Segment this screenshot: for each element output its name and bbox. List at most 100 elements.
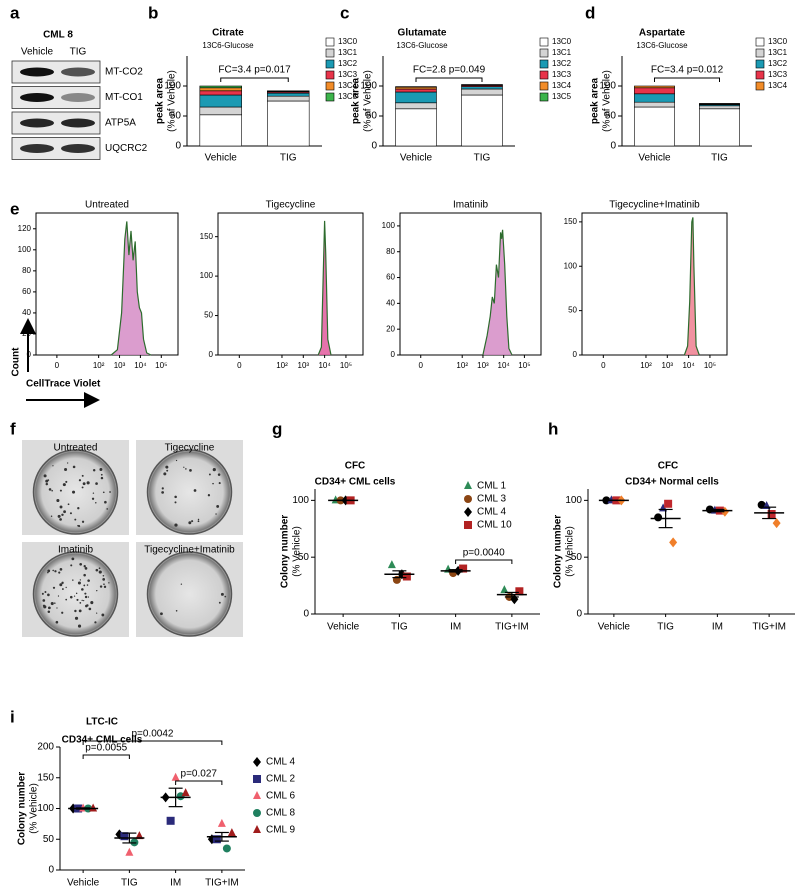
annotation: FC=3.4 p=0.012: [651, 65, 724, 76]
colony: [48, 606, 51, 610]
colony: [217, 473, 221, 476]
blot-band: [61, 67, 95, 77]
colony: [81, 520, 85, 523]
y-axis-label: Count: [11, 347, 22, 377]
bracket: [415, 77, 483, 82]
y-tick-label: 0: [391, 350, 396, 359]
colony: [43, 474, 47, 478]
blot-band: [20, 93, 54, 102]
legend-label: CML 10: [477, 520, 512, 531]
colony: [54, 602, 56, 604]
colony: [44, 590, 47, 593]
y-tick-label: 50: [366, 111, 378, 122]
colony: [101, 613, 105, 617]
photo-label: Imatinib: [58, 545, 93, 556]
x-tick-label: 10⁵: [340, 361, 352, 370]
x-tick-label: 10²: [93, 361, 105, 370]
x-tick-label: TIG: [121, 878, 138, 889]
bar-segment: [199, 87, 242, 92]
marker: [464, 481, 472, 489]
colony: [47, 569, 51, 573]
chart-subtitle: 13C6-Glucose: [202, 41, 254, 50]
y-tick-label: 50: [170, 111, 182, 122]
histogram-area: [683, 217, 700, 356]
bar-segment: [634, 87, 675, 95]
dish: [32, 551, 119, 637]
histogram-area: [110, 221, 152, 356]
legend-label: 13C0: [768, 37, 788, 46]
colony: [77, 581, 81, 585]
bracket: [654, 77, 720, 82]
histogram-area: [317, 220, 332, 356]
chart-title: Untreated: [85, 200, 129, 211]
x-tick-label: TIG: [711, 153, 728, 164]
colony: [61, 588, 64, 590]
y-tick-label: 20: [22, 329, 31, 338]
colony: [74, 518, 77, 521]
blot-band: [61, 144, 95, 153]
legend-label: CML 4: [477, 507, 507, 518]
colony: [72, 579, 74, 581]
x-tick-label: IM: [450, 622, 461, 633]
colony: [94, 621, 97, 624]
colony: [52, 586, 56, 589]
colony: [71, 557, 75, 561]
bar-segment: [199, 114, 242, 147]
colony: [106, 508, 109, 510]
photo-label: Tigecycline: [165, 443, 215, 454]
legend-label: 13C4: [552, 81, 572, 90]
y-tick-label: 0: [209, 350, 214, 359]
colony: [77, 507, 80, 510]
marker: [669, 537, 678, 548]
x-tick-label: TIG: [280, 153, 297, 164]
legend-swatch: [539, 48, 549, 58]
colony: [174, 523, 178, 527]
bar-segment: [395, 91, 437, 104]
colony: [216, 505, 220, 508]
bar-segment: [199, 90, 242, 96]
y-tick-label: 100: [599, 81, 616, 92]
marker: [500, 585, 509, 594]
x-tick-label: 0: [419, 361, 424, 370]
colony: [197, 520, 200, 523]
colony: [81, 588, 84, 591]
x-tick-label: TIG: [474, 153, 491, 164]
colony: [79, 601, 82, 604]
x-tick-label: IM: [170, 878, 181, 889]
bar-segment: [267, 100, 310, 147]
y-axis-label: peak area: [155, 77, 166, 124]
colony: [92, 492, 95, 494]
colony: [79, 562, 83, 566]
histogram-area: [482, 229, 513, 356]
marker: [253, 775, 261, 783]
y-tick-label: 0: [175, 141, 181, 152]
y-tick-label: 100: [564, 261, 578, 270]
x-axis-label: CellTrace Violet: [26, 379, 101, 390]
legend-swatch: [325, 81, 335, 91]
colony: [175, 459, 178, 462]
colony: [102, 491, 105, 494]
marker: [464, 521, 472, 529]
colony: [82, 482, 86, 486]
x-tick-label: 10⁵: [518, 361, 530, 370]
y-tick-label: 0: [371, 141, 377, 152]
marker: [767, 510, 776, 518]
x-tick-label: 10⁴: [134, 361, 147, 370]
legend-label: 13C1: [552, 48, 572, 57]
colony: [59, 505, 63, 509]
marker: [166, 816, 175, 825]
colony: [103, 583, 105, 585]
legend-label: 13C2: [552, 59, 572, 68]
blot-row-label: MT-CO2: [105, 67, 143, 78]
chart-title: CFC: [345, 461, 366, 472]
colony: [66, 462, 69, 464]
chart-title: Tigecycline+Imatinib: [609, 200, 700, 211]
y-tick-label: 50: [605, 111, 617, 122]
colony: [54, 570, 57, 573]
panel-letter: a: [10, 3, 20, 22]
y-tick-label: 150: [37, 772, 54, 783]
chart-title: CFC: [658, 461, 679, 472]
legend-swatch: [539, 59, 549, 69]
blot-frame: [11, 111, 101, 135]
dish: [146, 449, 233, 535]
